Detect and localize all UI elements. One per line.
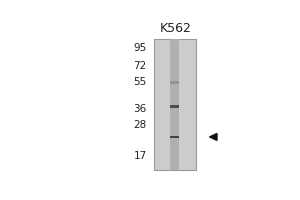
FancyBboxPatch shape — [170, 81, 179, 84]
Text: 28: 28 — [134, 120, 147, 130]
FancyBboxPatch shape — [170, 105, 179, 108]
FancyBboxPatch shape — [170, 39, 179, 170]
Text: 72: 72 — [134, 61, 147, 71]
Text: 17: 17 — [134, 151, 147, 161]
Text: K562: K562 — [160, 22, 192, 35]
FancyBboxPatch shape — [154, 39, 196, 170]
FancyBboxPatch shape — [170, 136, 179, 138]
Text: 95: 95 — [134, 43, 147, 53]
Text: 55: 55 — [134, 77, 147, 87]
Text: 36: 36 — [134, 104, 147, 114]
Polygon shape — [210, 133, 217, 140]
